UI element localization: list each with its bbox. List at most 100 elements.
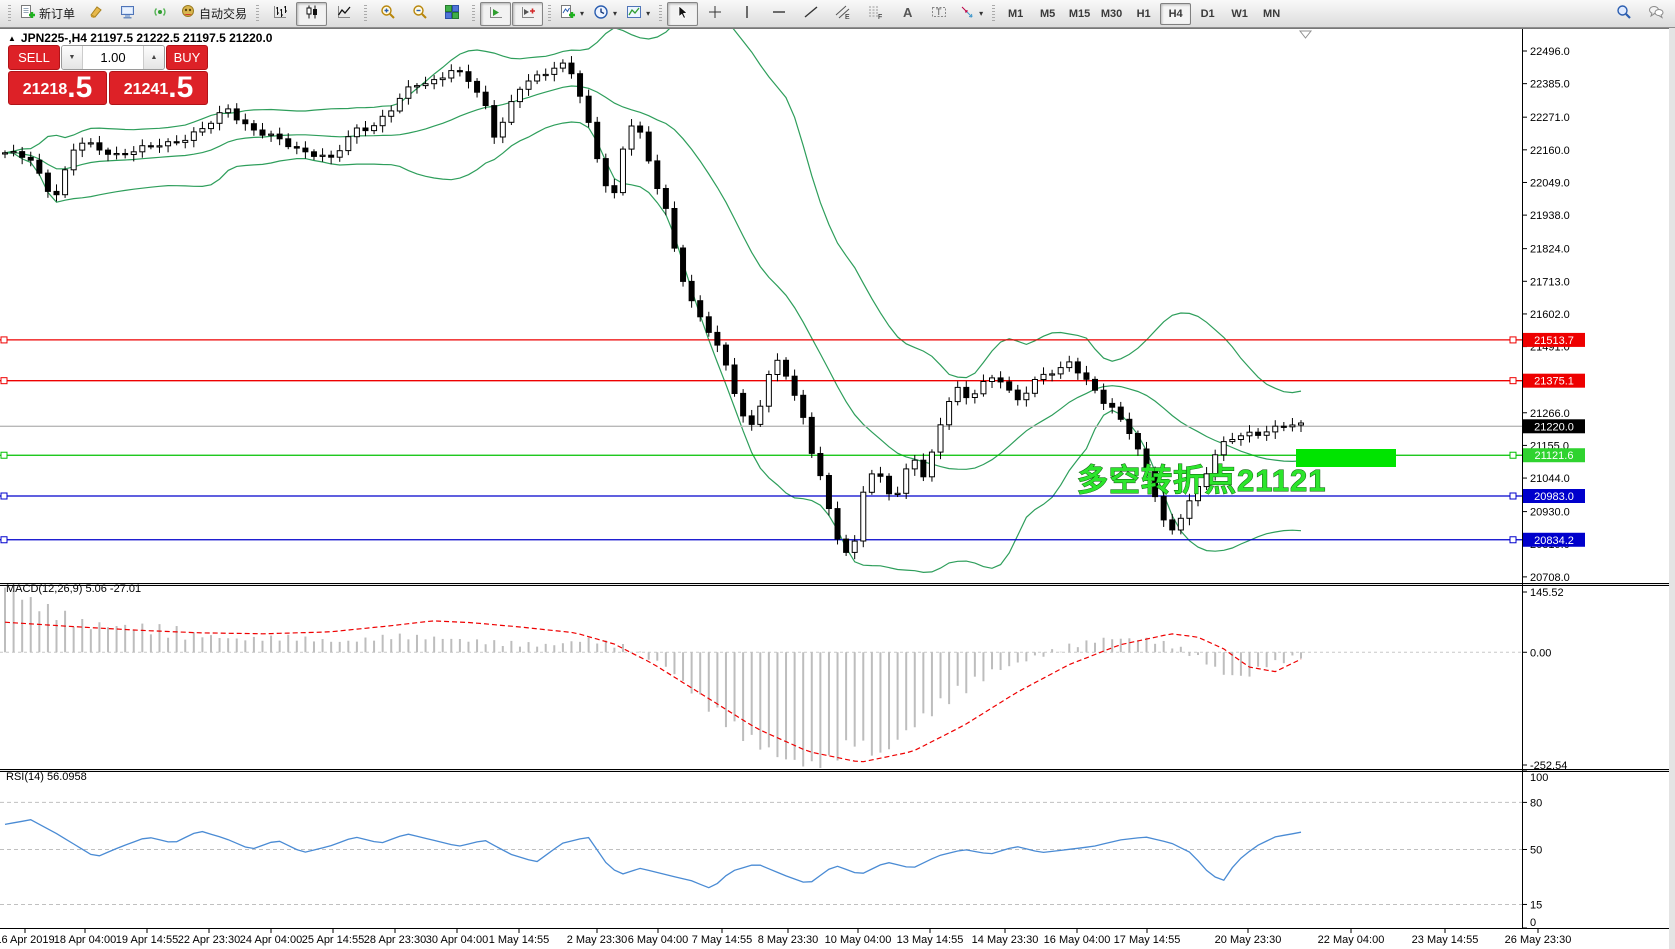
svg-text:21044.0: 21044.0 [1530, 473, 1570, 485]
svg-text:20708.0: 20708.0 [1530, 572, 1570, 584]
candles-icon [304, 4, 320, 23]
horizontal-line-tool-button[interactable] [763, 2, 794, 26]
svg-text:21513.7: 21513.7 [1534, 335, 1574, 347]
equidistant-channel-tool-button[interactable]: E [827, 2, 858, 26]
sell-price-button[interactable]: 21218.5 [8, 71, 107, 105]
zoom-in-button[interactable] [372, 2, 403, 26]
vertical-line-tool-button[interactable] [731, 2, 762, 26]
zoom-in-icon [380, 4, 396, 23]
crosshair-tool-button[interactable] [699, 2, 730, 26]
tile-windows-button[interactable] [436, 2, 467, 26]
svg-text:22496.0: 22496.0 [1530, 46, 1570, 58]
arrows-icon [959, 4, 975, 23]
chart-title-text: JPN225-,H4 21197.5 21222.5 21197.5 21220… [20, 31, 273, 45]
buy-price-button[interactable]: 21241.5 [109, 71, 208, 105]
fibonacci-tool-button[interactable]: F [859, 2, 890, 26]
cursor-icon [675, 4, 691, 23]
chat-button[interactable] [1640, 2, 1671, 26]
text-icon: A [899, 4, 915, 23]
zoom-out-button[interactable] [404, 2, 435, 26]
vline-icon [739, 4, 755, 23]
svg-text:21938.0: 21938.0 [1530, 210, 1570, 222]
text-label-tool-button[interactable]: T [923, 2, 954, 26]
buy-price-fraction: .5 [168, 71, 194, 104]
svg-text:7 May 14:55: 7 May 14:55 [692, 934, 753, 946]
buy-button[interactable]: BUY [166, 45, 208, 70]
signal-icon [152, 4, 168, 23]
svg-text:23 May 14:55: 23 May 14:55 [1412, 934, 1479, 946]
signals-button[interactable] [144, 2, 175, 26]
toolbar-grip [8, 4, 11, 23]
svg-text:18 Apr 04:00: 18 Apr 04:00 [54, 934, 116, 946]
svg-text:80: 80 [1530, 797, 1542, 809]
zoom-out-icon [412, 4, 428, 23]
volume-increase-button[interactable]: ▲ [144, 46, 164, 69]
periods-icon [593, 4, 609, 23]
arrows-tool-button[interactable]: ▾ [955, 2, 987, 26]
svg-text:RSI(14) 56.0958: RSI(14) 56.0958 [6, 771, 87, 783]
indicators-icon [560, 4, 576, 23]
search-icon [1616, 4, 1632, 23]
trendline-tool-button[interactable] [795, 2, 826, 26]
fibo-icon: F [867, 4, 883, 23]
timeframe-w1-button[interactable]: W1 [1231, 7, 1248, 20]
svg-text:21266.0: 21266.0 [1530, 408, 1570, 420]
svg-text:1 May 14:55: 1 May 14:55 [489, 934, 550, 946]
terminal-button[interactable] [112, 2, 143, 26]
svg-text:0.00: 0.00 [1530, 647, 1551, 659]
auto-trading-button[interactable]: 自动交易 [176, 2, 251, 26]
svg-text:16 Apr 2019: 16 Apr 2019 [0, 934, 55, 946]
timeframe-h4-button[interactable]: H4 [1160, 2, 1192, 25]
trendline-icon [803, 4, 819, 23]
collapse-panel-icon[interactable]: ▲ [8, 33, 16, 43]
svg-text:6 May 04:00: 6 May 04:00 [628, 934, 689, 946]
candlestick-chart-button[interactable] [296, 1, 328, 26]
svg-text:100: 100 [1530, 772, 1548, 784]
volume-value[interactable]: 1.00 [82, 46, 144, 69]
svg-text:多空转折点21121: 多空转折点21121 [1077, 463, 1327, 498]
chart-shift-button[interactable] [512, 1, 544, 26]
svg-text:25 Apr 14:55: 25 Apr 14:55 [302, 934, 364, 946]
svg-text:22160.0: 22160.0 [1530, 145, 1570, 157]
periods-button[interactable]: ▾ [589, 2, 621, 26]
svg-text:22271.0: 22271.0 [1530, 112, 1570, 124]
svg-text:26 May 23:30: 26 May 23:30 [1505, 934, 1572, 946]
main-toolbar: 新订单 自动交易 ▾ ▾ ▾ E F A T ▾ M1 M5 M15 M30 H1 H4 D1 W1 MN [0, 0, 1675, 28]
shift-icon [520, 4, 536, 23]
sell-button[interactable]: SELL [8, 45, 60, 70]
toolbar-grip [364, 4, 368, 23]
svg-text:10 May 04:00: 10 May 04:00 [825, 934, 892, 946]
timeframe-m1-button[interactable]: M1 [1007, 7, 1024, 20]
eraser-button[interactable] [80, 2, 111, 26]
timeframe-d1-button[interactable]: D1 [1200, 7, 1215, 20]
svg-text:F: F [878, 14, 882, 20]
svg-text:21220.0: 21220.0 [1534, 421, 1574, 433]
indicators-button[interactable]: ▾ [556, 2, 588, 26]
svg-text:50: 50 [1530, 845, 1542, 857]
timeframe-m15-button[interactable]: M15 [1068, 7, 1091, 20]
svg-text:17 May 14:55: 17 May 14:55 [1114, 934, 1181, 946]
search-button[interactable] [1608, 2, 1639, 26]
auto-scroll-button[interactable] [480, 1, 512, 26]
svg-text:21824.0: 21824.0 [1530, 244, 1570, 256]
templates-button[interactable]: ▾ [622, 2, 654, 26]
timeframe-m5-button[interactable]: M5 [1039, 7, 1056, 20]
timeframe-mn-button[interactable]: MN [1263, 7, 1281, 20]
chevron-down-icon: ▾ [646, 9, 651, 18]
text-tool-button[interactable]: A [891, 2, 922, 26]
volume-decrease-button[interactable]: ▼ [62, 46, 82, 69]
timeframe-h1-button[interactable]: H1 [1136, 7, 1151, 20]
toolbar-grip [992, 4, 996, 23]
toolbar-grip [472, 4, 476, 23]
chart-title: ▲ JPN225-,H4 21197.5 21222.5 21197.5 212… [8, 31, 272, 45]
bar-chart-button[interactable] [264, 2, 295, 26]
line-chart-button[interactable] [328, 2, 359, 26]
bars-icon [272, 4, 288, 23]
new-order-button[interactable]: 新订单 [16, 2, 79, 26]
svg-text:21602.0: 21602.0 [1530, 309, 1570, 321]
svg-text:-252.54: -252.54 [1530, 760, 1567, 772]
timeframe-m30-button[interactable]: M30 [1100, 7, 1123, 20]
cursor-tool-button[interactable] [667, 1, 699, 26]
crosshair-icon [707, 4, 723, 23]
